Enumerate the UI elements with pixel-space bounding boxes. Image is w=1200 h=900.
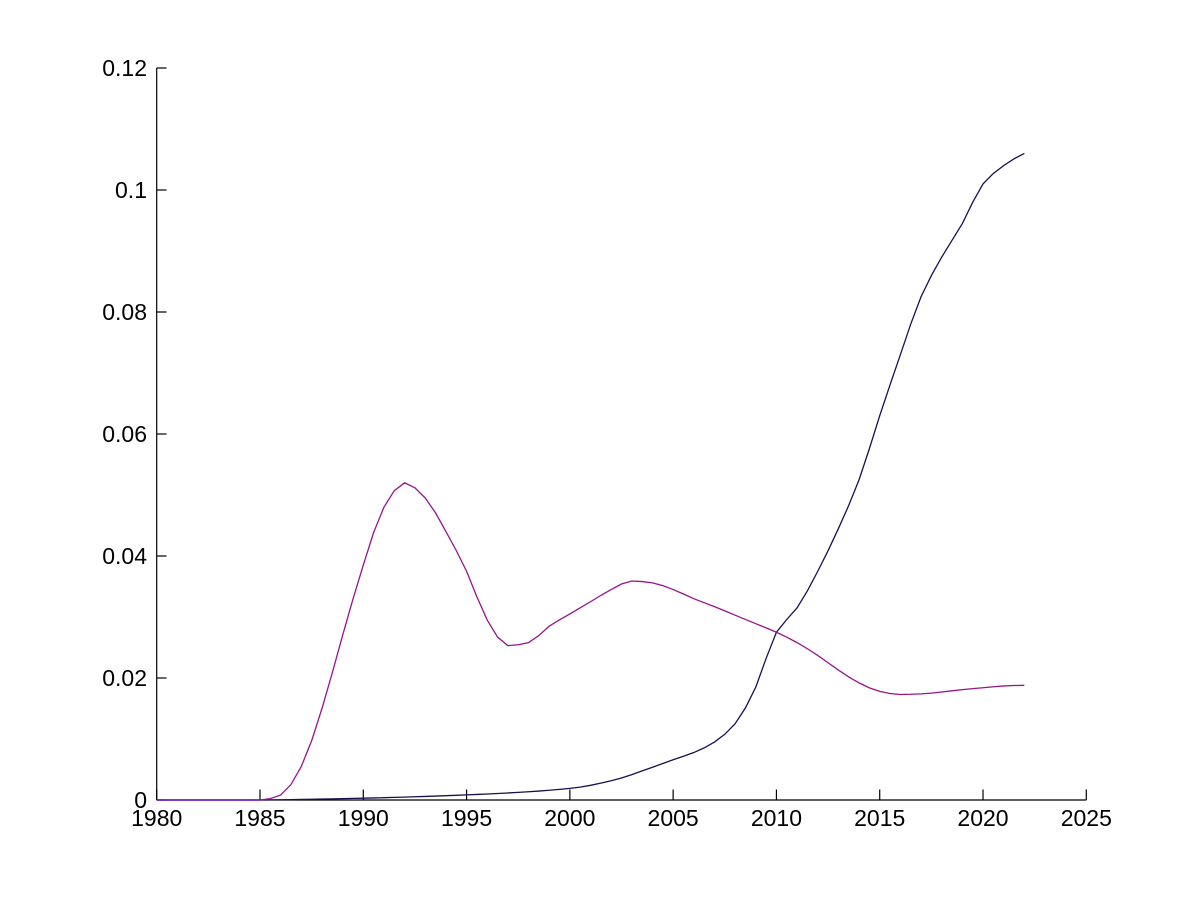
svg-text:1995: 1995 <box>441 805 492 831</box>
svg-text:0.06: 0.06 <box>102 421 147 447</box>
svg-text:2025: 2025 <box>1061 805 1112 831</box>
svg-text:0.02: 0.02 <box>102 665 147 691</box>
svg-text:2010: 2010 <box>751 805 802 831</box>
svg-text:1985: 1985 <box>234 805 285 831</box>
svg-text:0.1: 0.1 <box>115 177 147 203</box>
svg-text:2000: 2000 <box>544 805 595 831</box>
svg-text:0.08: 0.08 <box>102 299 147 325</box>
svg-text:0.04: 0.04 <box>102 543 147 569</box>
svg-text:1980: 1980 <box>131 805 182 831</box>
svg-text:2005: 2005 <box>648 805 699 831</box>
svg-text:2015: 2015 <box>854 805 905 831</box>
svg-text:2020: 2020 <box>957 805 1008 831</box>
svg-text:1990: 1990 <box>338 805 389 831</box>
svg-text:0.12: 0.12 <box>102 55 147 81</box>
